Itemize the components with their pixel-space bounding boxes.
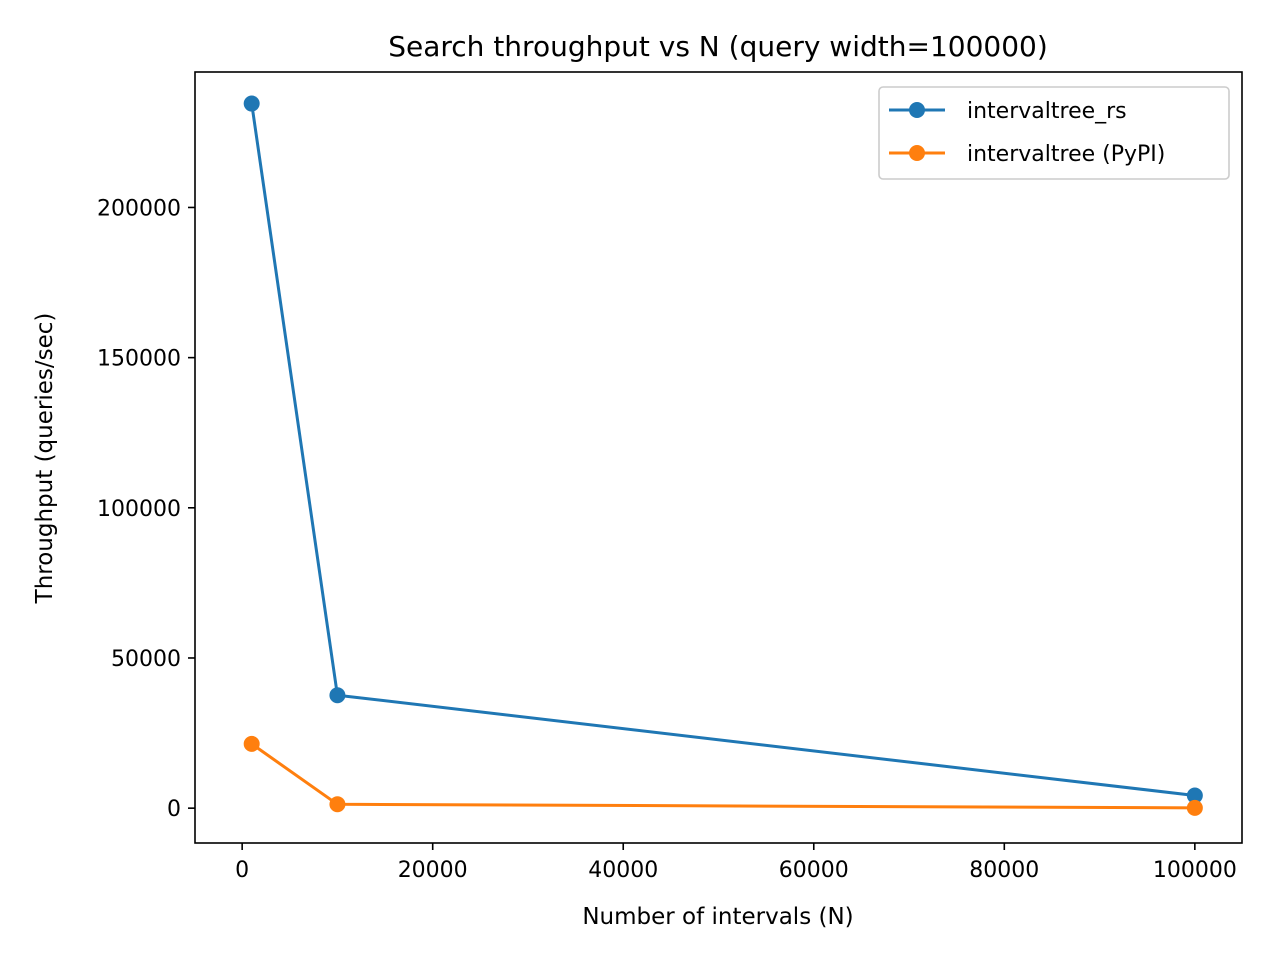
x-axis: 0 20000 40000 60000 80000 100000 (235, 843, 1237, 883)
legend-label: intervaltree_rs (967, 99, 1127, 124)
x-tick-label: 0 (235, 858, 249, 883)
data-point-intervaltree-rs (243, 95, 260, 112)
data-point-intervaltree-pypi (1186, 799, 1203, 816)
data-point-intervaltree-pypi (243, 735, 260, 752)
y-tick-label: 0 (167, 797, 181, 822)
data-point-intervaltree-pypi (329, 796, 346, 813)
legend-marker (909, 145, 925, 161)
legend: intervaltree_rs intervaltree (PyPI) (878, 86, 1230, 180)
x-tick-label: 20000 (398, 858, 468, 883)
x-tick-label: 60000 (779, 858, 849, 883)
data-point-intervaltree-rs (329, 687, 346, 704)
y-tick-label: 100000 (97, 497, 181, 522)
y-tick-label: 50000 (111, 647, 181, 672)
x-tick-label: 40000 (588, 858, 658, 883)
chart-title: Search throughput vs N (query width=1000… (388, 30, 1048, 63)
legend-box (878, 86, 1230, 180)
legend-label: intervaltree (PyPI) (967, 142, 1165, 167)
y-axis-label: Throughput (queries/sec) (32, 313, 58, 605)
legend-marker (909, 102, 925, 118)
y-axis: 0 50000 100000 150000 200000 (97, 196, 195, 822)
y-tick-label: 200000 (97, 196, 181, 221)
x-axis-label: Number of intervals (N) (582, 904, 853, 930)
y-tick-label: 150000 (97, 347, 181, 372)
plot-area (243, 95, 1203, 816)
axes-frame (194, 71, 1243, 844)
x-tick-label: 80000 (969, 858, 1039, 883)
data-point-intervaltree-rs (1186, 787, 1203, 804)
x-tick-label: 100000 (1153, 858, 1237, 883)
